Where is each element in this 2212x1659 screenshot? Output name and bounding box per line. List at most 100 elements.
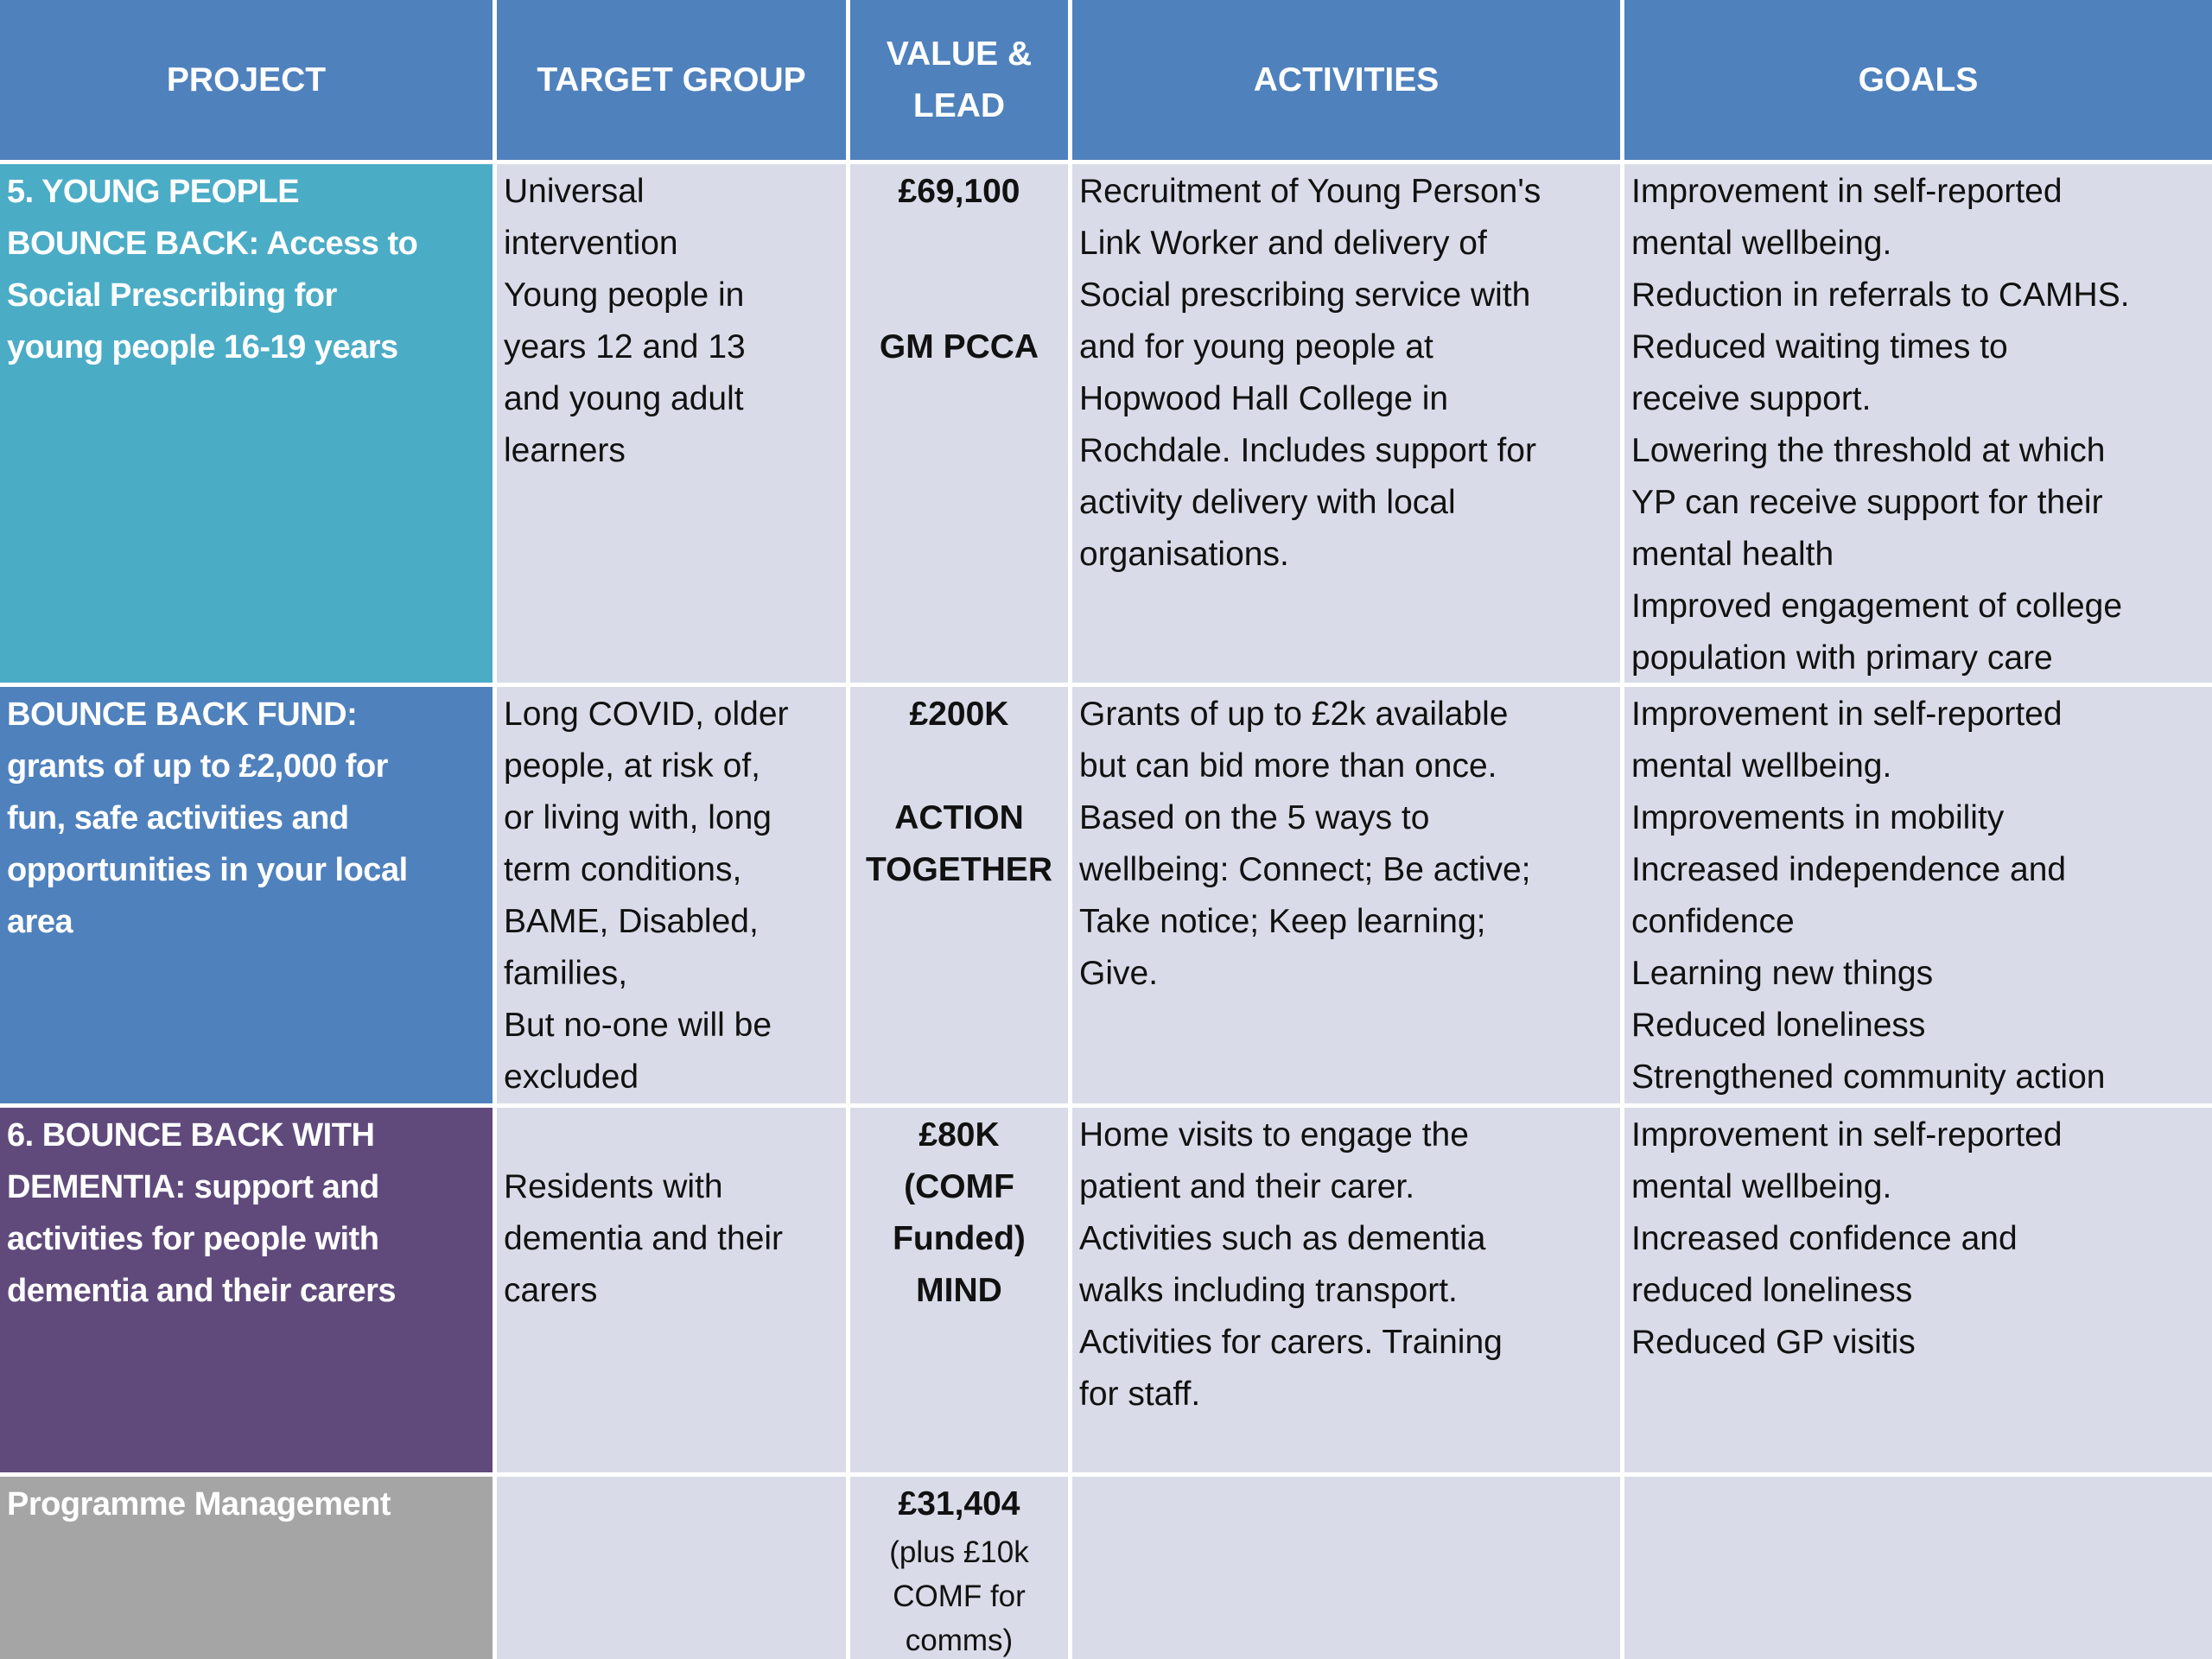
value-group: ACTION TOGETHER [857,792,1061,896]
text-line: Reduced loneliness [1631,1007,1926,1044]
text-line: (plus £10k [889,1535,1029,1569]
text-line: families, [504,955,628,992]
value-cell: £69,100 GM PCCA [850,164,1068,683]
goals-cell: Improvement in self-reported mental wellb… [1624,687,2212,1103]
text-line: But no-one will be [504,1007,772,1044]
text-line: walks including transport. [1079,1272,1458,1309]
header-text: VALUE & LEAD [886,35,1033,124]
text-line: £69,100 [898,173,1020,210]
header-cell: TARGET GROUP [497,0,846,160]
text-line: years 12 and 13 [504,328,746,365]
activities-cell: Grants of up to £2k available but can bid… [1072,687,1620,1103]
text-line: patient and their carer. [1079,1168,1415,1205]
activities-cell [1072,1477,1620,1659]
header-cell: PROJECT [0,0,493,160]
text-line: 6. BOUNCE BACK WITH [7,1117,375,1154]
goals-cell: Improvement in self-reported mental wellb… [1624,164,2212,683]
text-line: Funded) [893,1220,1026,1257]
value-group: £200K [857,689,1061,741]
text-line: (COMF [904,1168,1014,1205]
text-line: ACTION [894,799,1024,836]
text-line: grants of up to £2,000 for [7,748,388,785]
value-cell: £200K ACTION TOGETHER [850,687,1068,1103]
goals-cell [1624,1477,2212,1659]
text-line: Reduced waiting times to [1631,328,2008,365]
text-line: Hopwood Hall College in [1079,380,1449,417]
text-line: £31,404 [898,1485,1020,1522]
text-line: for staff. [1079,1376,1201,1413]
text-line: Improvements in mobility [1631,799,2005,836]
text-line: Home visits to engage the [1079,1116,1469,1154]
value-group: GM PCCA [857,321,1061,373]
text-line: Increased confidence and [1631,1220,2018,1257]
text-line: DEMENTIA: support and [7,1169,379,1205]
activities-cell: Recruitment of Young Person's Link Worker… [1072,164,1620,683]
value-group: (plus £10k COMF for comms) [857,1530,1061,1659]
activities-cell: Home visits to engage the patient and the… [1072,1108,1620,1472]
text-line: intervention [504,225,678,262]
text-line: Grants of up to £2k available [1079,696,1509,733]
text-line: people, at risk of, [504,747,760,785]
text-line: Universal [504,173,645,210]
text-line: YP can receive support for their [1631,484,2103,521]
text-line: dementia and their carers [7,1273,397,1309]
header-text: TARGET GROUP [537,60,806,99]
text-line: activities for people with [7,1221,379,1257]
text-line: opportunities in your local [7,852,408,888]
text-line: learners [504,432,626,469]
text-line: fun, safe activities and [7,800,349,836]
text-line: BOUNCE BACK: Access to [7,226,418,262]
header-cell: VALUE & LEAD [850,0,1068,160]
text-line: Improvement in self-reported [1631,173,2063,210]
value-cell: £80K (COMF Funded) MIND [850,1108,1068,1472]
text-line: GM PCCA [879,328,1039,365]
text-line: COMF for [893,1580,1026,1613]
target-cell [497,1477,846,1659]
text-line: Activities for carers. Training [1079,1324,1503,1361]
text-line: Social Prescribing for [7,277,337,314]
text-line: and young adult [504,380,744,417]
text-line: or living with, long [504,799,772,836]
text-line: area [7,904,73,940]
text-line: TOGETHER [866,851,1052,888]
text-line: Activities such as dementia [1079,1220,1486,1257]
text-line: £200K [909,696,1009,733]
text-line: Reduction in referrals to CAMHS. [1631,276,2130,314]
text-line: dementia and their [504,1220,784,1257]
text-line: mental health [1631,536,1834,573]
project-cell: Programme Management [0,1477,493,1659]
text-line: £80K [918,1116,1000,1154]
goals-cell: Improvement in self-reported mental wellb… [1624,1108,2212,1472]
project-cell: 5. YOUNG PEOPLE BOUNCE BACK: Access to Soc… [0,164,493,683]
text-line: Recruitment of Young Person's [1079,173,1541,210]
text-line: term conditions, [504,851,742,888]
text-line: mental wellbeing. [1631,747,1892,785]
project-cell: BOUNCE BACK FUND: grants of up to £2,000 … [0,687,493,1103]
target-cell: Long COVID, older people, at risk of, or l… [497,687,846,1103]
text-line: activity delivery with local [1079,484,1456,521]
text-line: reduced loneliness [1631,1272,1913,1309]
text-line: BAME, Disabled, [504,903,759,940]
text-line: carers [504,1272,598,1309]
header-cell: ACTIVITIES [1072,0,1620,160]
text-line: confidence [1631,903,1795,940]
target-cell: Universal intervention Young people in year… [497,164,846,683]
value-group: £80K (COMF Funded) MIND [857,1109,1061,1317]
value-cell: £31,404 (plus £10k COMF for comms) [850,1477,1068,1659]
text-line: Increased independence and [1631,851,2067,888]
text-line: Programme Management [7,1486,391,1522]
value-group: £31,404 [857,1478,1061,1530]
header-text: GOALS [1858,60,1979,99]
value-group: £69,100 [857,166,1061,218]
text-line: organisations. [1079,536,1289,573]
text-line: Rochdale. Includes support for [1079,432,1536,469]
text-line: Strengthened community action [1631,1058,2106,1096]
text-line: young people 16-19 years [7,329,398,365]
text-line: receive support. [1631,380,1872,417]
text-line: Link Worker and delivery of [1079,225,1487,262]
text-line: Reduced GP visitis [1631,1324,1916,1361]
text-line: and for young people at [1079,328,1433,365]
text-line: 5. YOUNG PEOPLE [7,174,300,210]
text-line: Improvement in self-reported [1631,696,2063,733]
text-line: population with primary care [1631,639,2053,677]
